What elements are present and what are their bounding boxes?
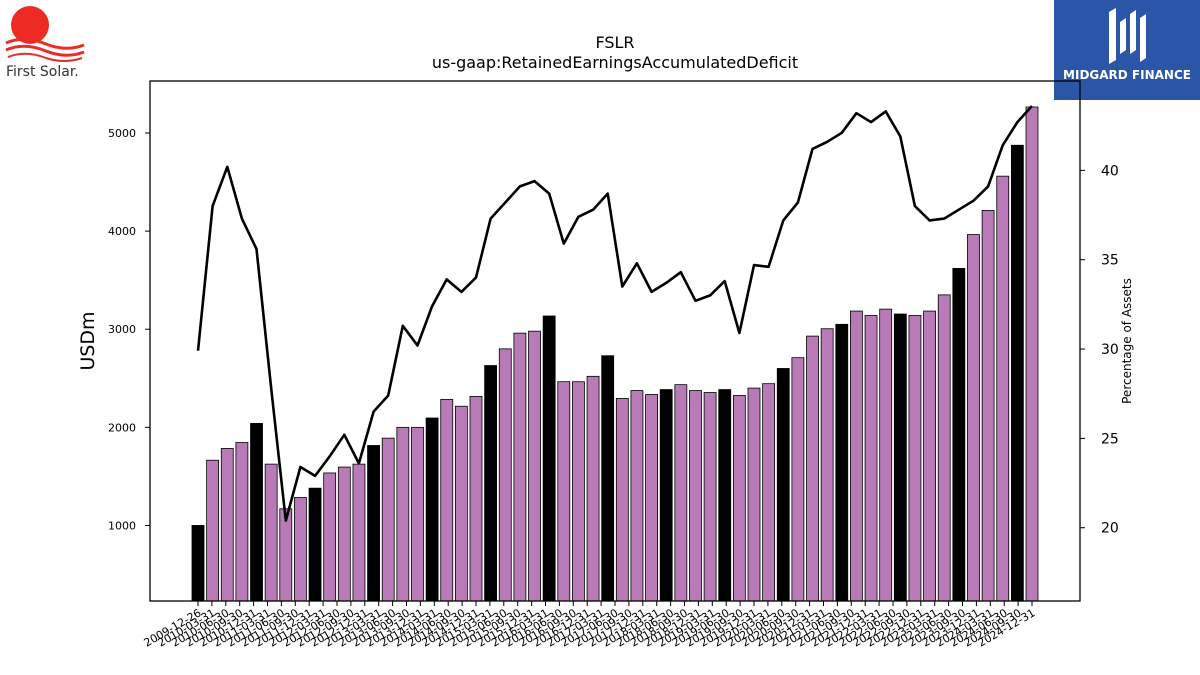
bar [528, 330, 541, 602]
bar [806, 335, 819, 602]
bar [498, 348, 512, 602]
bar [352, 463, 366, 602]
first-solar-wordmark: First Solar. [6, 64, 79, 80]
bar [367, 445, 380, 602]
bar [835, 323, 849, 602]
midgard-finance-wordmark: MIDGARD FINANCE [1063, 68, 1191, 82]
bar [323, 472, 337, 602]
y-axis-left: 1000 2000 3000 4000 5000 [108, 127, 150, 532]
bar [732, 395, 746, 602]
bar [645, 394, 658, 602]
bar [820, 328, 834, 602]
bar [425, 417, 439, 602]
bar [586, 375, 600, 602]
line-path [196, 105, 1033, 522]
bar [630, 390, 644, 602]
bar [279, 508, 293, 602]
bar [572, 381, 585, 602]
bar [469, 396, 483, 602]
first-solar-logo: First Solar. [0, 0, 100, 90]
y-tick-label: 5000 [108, 127, 136, 140]
line-series [196, 105, 1033, 522]
y2-tick-label: 35 [1101, 253, 1119, 269]
bar [308, 487, 322, 602]
y2-axis-label: Percentage of Assets [1120, 278, 1134, 404]
y2-tick-label: 25 [1101, 431, 1119, 447]
y-axis-right: 20 25 30 35 40 [1080, 163, 1119, 537]
y-tick-label: 4000 [108, 225, 136, 238]
bar [996, 175, 1010, 602]
y2-tick-label: 40 [1101, 163, 1119, 179]
y-tick-label: 2000 [108, 421, 136, 434]
bar [923, 310, 936, 602]
bar [747, 387, 761, 602]
midgard-finance-logo: MIDGARD FINANCE [1054, 0, 1200, 100]
bar [952, 267, 966, 602]
bar [718, 389, 732, 602]
bar [440, 398, 454, 602]
bar [601, 355, 615, 602]
bar-series [191, 106, 1039, 602]
bar [411, 426, 424, 602]
bar [557, 381, 571, 602]
bar [513, 332, 527, 602]
bar [250, 423, 263, 602]
bar [191, 525, 205, 602]
bar [396, 426, 410, 602]
bar [776, 368, 790, 602]
bar [615, 397, 629, 602]
bar [1010, 144, 1024, 602]
bar [454, 405, 468, 602]
chart-subtitle: us-gaap:RetainedEarningsAccumulatedDefic… [432, 53, 798, 72]
chart-title: FSLR [595, 33, 634, 52]
bar [206, 459, 220, 602]
bar [850, 310, 863, 602]
bar [381, 437, 395, 602]
bar [294, 497, 307, 602]
bar [220, 448, 234, 602]
wave-icon [5, 37, 85, 62]
bar [762, 383, 776, 602]
bar [879, 308, 893, 602]
bar [967, 234, 980, 602]
bar [235, 442, 249, 602]
bar [659, 389, 673, 602]
y-tick-label: 1000 [108, 519, 136, 532]
bar [981, 210, 995, 602]
bar [337, 466, 351, 602]
bar [484, 365, 498, 602]
x-axis: 2009-12-262010-03-312010-06-302010-09-30… [142, 601, 1038, 650]
bar [908, 315, 922, 602]
bar [542, 315, 556, 602]
y-axis-label: USDm [77, 311, 99, 370]
sun-icon [11, 6, 49, 44]
bar [893, 313, 907, 602]
bar [703, 392, 717, 602]
bar [791, 357, 805, 602]
bar [1025, 106, 1039, 602]
bar [937, 294, 951, 602]
y2-tick-label: 20 [1101, 521, 1119, 537]
y-tick-label: 3000 [108, 323, 136, 336]
y2-tick-label: 30 [1101, 342, 1119, 358]
bar [674, 384, 688, 602]
bar [689, 390, 702, 602]
bar [264, 463, 278, 602]
bar [864, 315, 878, 602]
midgard-mark-icon [1109, 8, 1146, 64]
